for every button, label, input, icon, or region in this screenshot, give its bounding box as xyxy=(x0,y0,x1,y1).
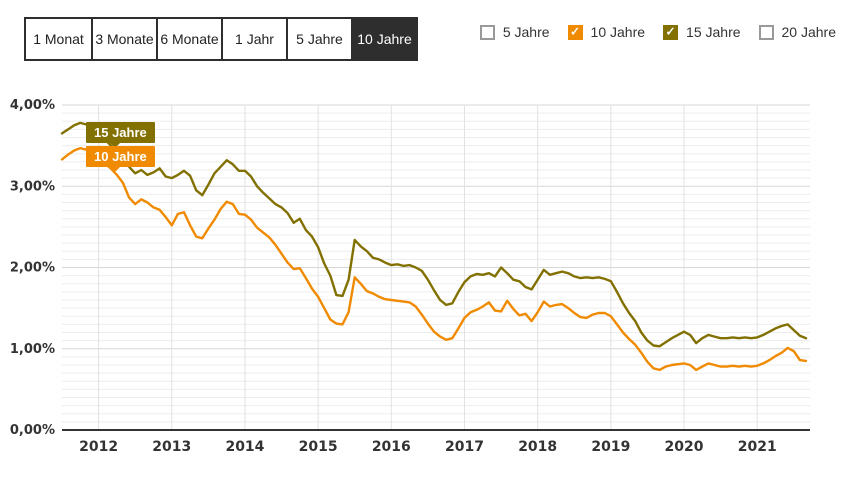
x-tick-label: 2021 xyxy=(738,439,777,455)
y-tick-label: 2,00% xyxy=(10,261,55,276)
x-tick-label: 2019 xyxy=(591,439,630,455)
y-tick-label: 4,00% xyxy=(10,98,55,113)
series-toggle-label: 5 Jahre xyxy=(502,24,550,40)
series-line-15-jahre xyxy=(60,121,808,348)
timeframe-button-5-jahre[interactable]: 5 Jahre xyxy=(286,19,351,59)
series-badge-label: 10 Jahre xyxy=(94,149,147,164)
series-toggle-20-jahre[interactable]: 20 Jahre xyxy=(758,24,836,40)
timeframe-button-group: 1 Monat 3 Monate 6 Monate 1 Jahr 5 Jahre… xyxy=(24,17,418,61)
x-tick-label: 2018 xyxy=(518,439,557,455)
timeframe-button-1-monat[interactable]: 1 Monat xyxy=(26,19,91,59)
series-toggle-15-jahre[interactable]: 15 Jahre xyxy=(663,24,741,40)
x-tick-label: 2016 xyxy=(372,439,411,455)
checkbox-15-jahre-icon[interactable] xyxy=(663,24,679,40)
series-toggle-5-jahre[interactable]: 5 Jahre xyxy=(479,24,550,40)
checkbox-10-jahre-icon[interactable] xyxy=(567,24,583,40)
x-tick-label: 2013 xyxy=(152,439,191,455)
y-tick-label: 1,00% xyxy=(10,342,55,357)
timeframe-button-1-jahr[interactable]: 1 Jahr xyxy=(221,19,286,59)
series-line-10-jahre xyxy=(60,146,808,372)
timeframe-button-3-monate[interactable]: 3 Monate xyxy=(91,19,156,59)
timeframe-button-10-jahre[interactable]: 10 Jahre xyxy=(351,19,416,59)
x-tick-label: 2014 xyxy=(225,439,264,455)
checkbox-20-jahre-icon[interactable] xyxy=(758,24,774,40)
x-tick-label: 2020 xyxy=(665,439,704,455)
series-toggle-group: 5 Jahre 10 Jahre 15 Jahre 20 Jahre xyxy=(479,24,836,40)
x-tick-label: 2017 xyxy=(445,439,484,455)
checkbox-5-jahre-icon[interactable] xyxy=(479,24,495,40)
series-toggle-label: 20 Jahre xyxy=(781,24,836,40)
timeframe-button-6-monate[interactable]: 6 Monate xyxy=(156,19,221,59)
x-tick-label: 2012 xyxy=(79,439,118,455)
x-tick-label: 2015 xyxy=(299,439,338,455)
series-toggle-10-jahre[interactable]: 10 Jahre xyxy=(567,24,646,40)
series-badge-10-jahre: 10 Jahre xyxy=(86,146,155,172)
y-tick-label: 3,00% xyxy=(10,179,55,194)
series-toggle-label: 10 Jahre xyxy=(590,24,646,40)
series-toggle-label: 15 Jahre xyxy=(686,24,741,40)
series-badge-15-jahre: 15 Jahre xyxy=(86,122,155,148)
series-badge-label: 15 Jahre xyxy=(94,125,147,140)
y-tick-label: 0,00% xyxy=(10,423,55,438)
